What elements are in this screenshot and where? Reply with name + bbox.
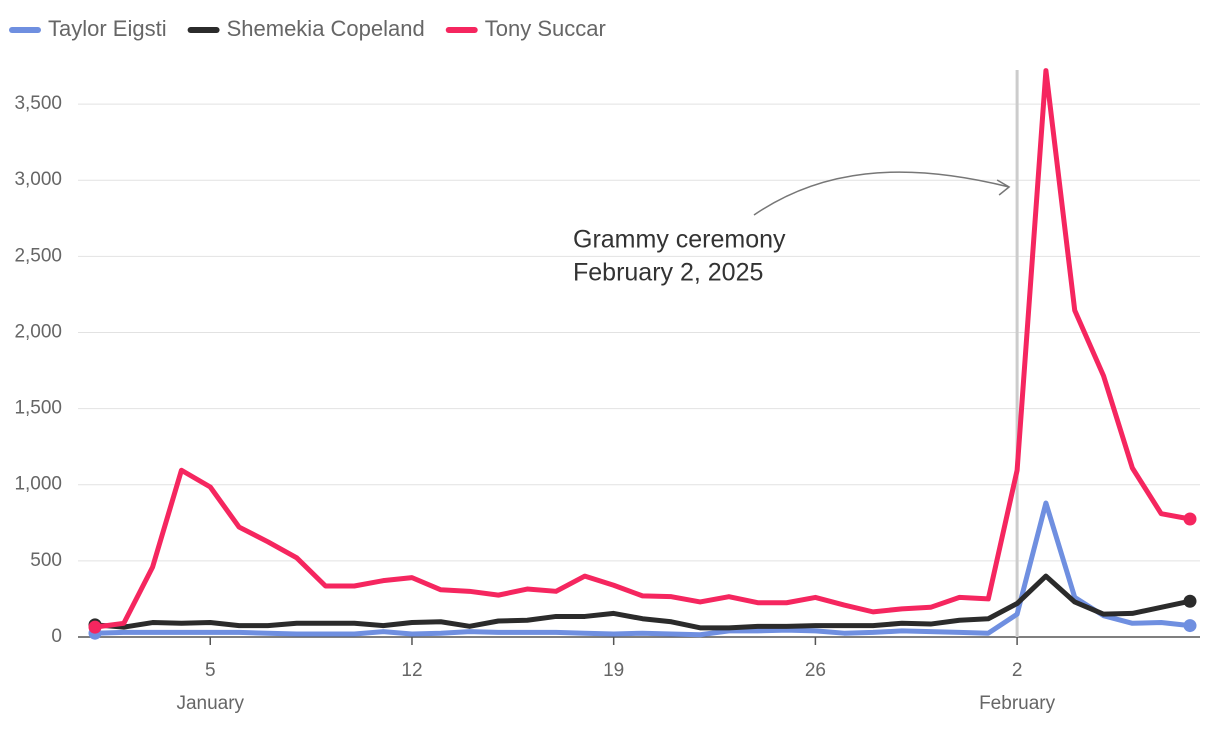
y-tick-label: 1,500	[14, 398, 62, 419]
y-tick-label: 3,000	[14, 169, 62, 190]
x-tick-label: 2	[1012, 660, 1023, 681]
end-point	[1183, 594, 1197, 608]
y-tick-label: 3,500	[14, 93, 62, 114]
x-month-label: January	[176, 693, 244, 714]
series-line	[94, 500, 1191, 638]
end-point	[1183, 512, 1197, 526]
x-tick-label: 26	[805, 660, 826, 681]
y-tick-label: 2,000	[14, 321, 62, 342]
series-line	[94, 68, 1191, 630]
annotation-arrow	[753, 171, 1011, 216]
x-month-label: February	[979, 693, 1056, 714]
y-tick-label: 1,000	[14, 474, 62, 495]
x-tick-label: 5	[205, 660, 216, 681]
series-line	[94, 573, 1191, 631]
y-tick-label: 500	[30, 550, 62, 571]
y-tick-label: 0	[51, 626, 62, 647]
legend-label: Taylor Eigsti	[48, 16, 167, 41]
legend-label: Shemekia Copeland	[227, 16, 425, 41]
end-point	[1183, 619, 1197, 633]
x-tick-label: 19	[603, 660, 624, 681]
legend-label: Tony Succar	[485, 16, 606, 41]
end-point	[88, 620, 102, 634]
annotation-text: February 2, 2025	[573, 259, 763, 287]
x-tick-label: 12	[401, 660, 422, 681]
y-tick-label: 2,500	[14, 245, 62, 266]
annotation-text: Grammy ceremony	[573, 226, 786, 254]
